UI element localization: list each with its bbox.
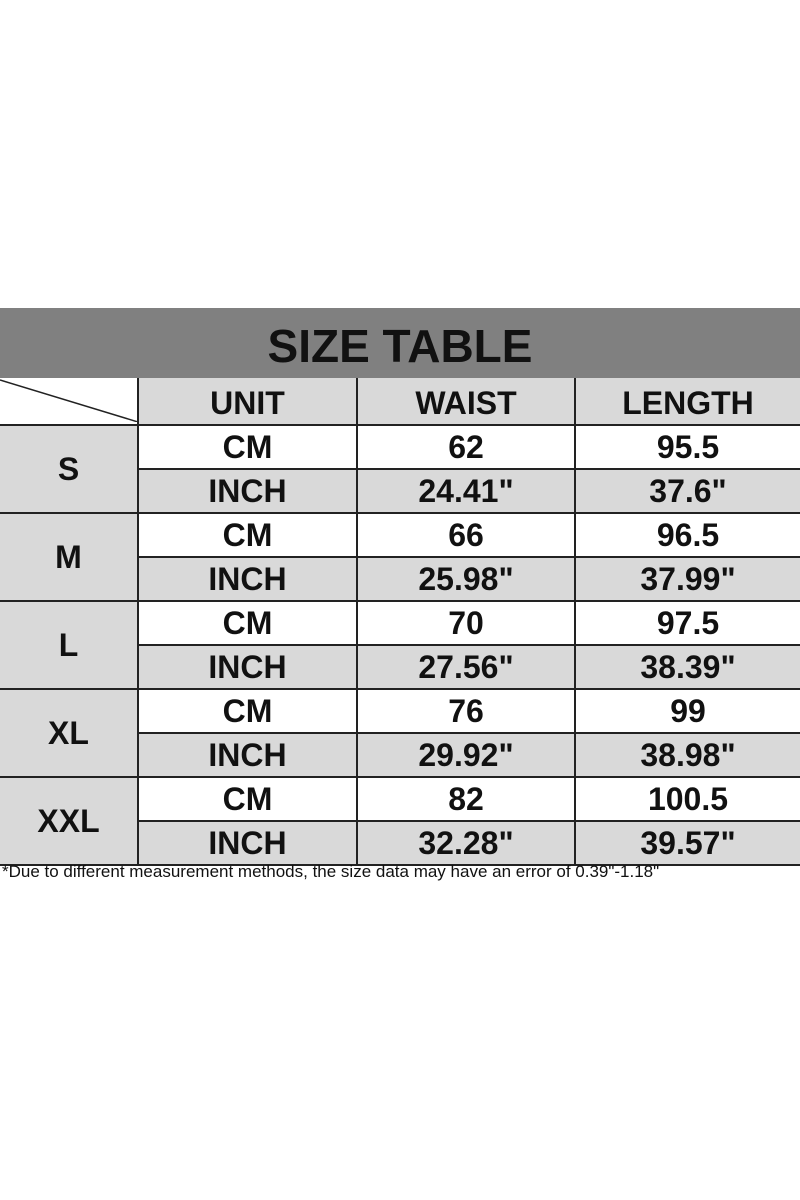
unit-cell: CM [137, 512, 358, 558]
header-length: LENGTH [574, 378, 800, 426]
waist-cell: 62 [356, 424, 576, 470]
unit-cell: CM [137, 424, 358, 470]
length-cell: 38.39" [574, 644, 800, 690]
table-row-xl-cm: XL CM 76 99 [0, 688, 800, 778]
size-label: M [0, 512, 139, 602]
size-label: XL [0, 688, 139, 778]
table-row-xl-inch: INCH 29.92" 38.98" [0, 732, 800, 778]
unit-cell: CM [137, 688, 358, 734]
table-row-xxl-inch: INCH 32.28" 39.57" [0, 820, 800, 866]
waist-cell: 32.28" [356, 820, 576, 866]
table-row-m-cm: M CM 66 96.5 [0, 512, 800, 602]
table-row-s-inch: INCH 24.41" 37.6" [0, 468, 800, 514]
waist-cell: 27.56" [356, 644, 576, 690]
table-row-l-cm: L CM 70 97.5 [0, 600, 800, 690]
size-label: XXL [0, 776, 139, 866]
size-table: UNIT WAIST LENGTH S CM 62 95.5 INCH 24.41" 37.… [0, 378, 800, 866]
length-cell: 96.5 [574, 512, 800, 558]
unit-cell: INCH [137, 732, 358, 778]
size-label: S [0, 424, 139, 514]
corner-cell [0, 378, 139, 426]
diagonal-divider [0, 379, 138, 422]
unit-cell: CM [137, 776, 358, 822]
waist-cell: 76 [356, 688, 576, 734]
waist-cell: 66 [356, 512, 576, 558]
header-row: UNIT WAIST LENGTH [0, 378, 800, 426]
unit-cell: INCH [137, 820, 358, 866]
unit-cell: INCH [137, 556, 358, 602]
length-cell: 99 [574, 688, 800, 734]
table-row-l-inch: INCH 27.56" 38.39" [0, 644, 800, 690]
length-cell: 39.57" [574, 820, 800, 866]
length-cell: 38.98" [574, 732, 800, 778]
unit-cell: INCH [137, 644, 358, 690]
length-cell: 100.5 [574, 776, 800, 822]
length-cell: 97.5 [574, 600, 800, 646]
length-cell: 95.5 [574, 424, 800, 470]
waist-cell: 70 [356, 600, 576, 646]
unit-cell: CM [137, 600, 358, 646]
table-row-xxl-cm: XXL CM 82 100.5 [0, 776, 800, 866]
table-row-s-cm: S CM 62 95.5 [0, 424, 800, 514]
header-unit: UNIT [137, 378, 358, 426]
waist-cell: 25.98" [356, 556, 576, 602]
unit-cell: INCH [137, 468, 358, 514]
size-label: L [0, 600, 139, 690]
length-cell: 37.6" [574, 468, 800, 514]
waist-cell: 24.41" [356, 468, 576, 514]
length-cell: 37.99" [574, 556, 800, 602]
header-waist: WAIST [356, 378, 576, 426]
measurement-note: *Due to different measurement methods, t… [2, 862, 660, 881]
waist-cell: 29.92" [356, 732, 576, 778]
waist-cell: 82 [356, 776, 576, 822]
table-row-m-inch: INCH 25.98" 37.99" [0, 556, 800, 602]
size-table-title: SIZE TABLE [0, 308, 800, 378]
